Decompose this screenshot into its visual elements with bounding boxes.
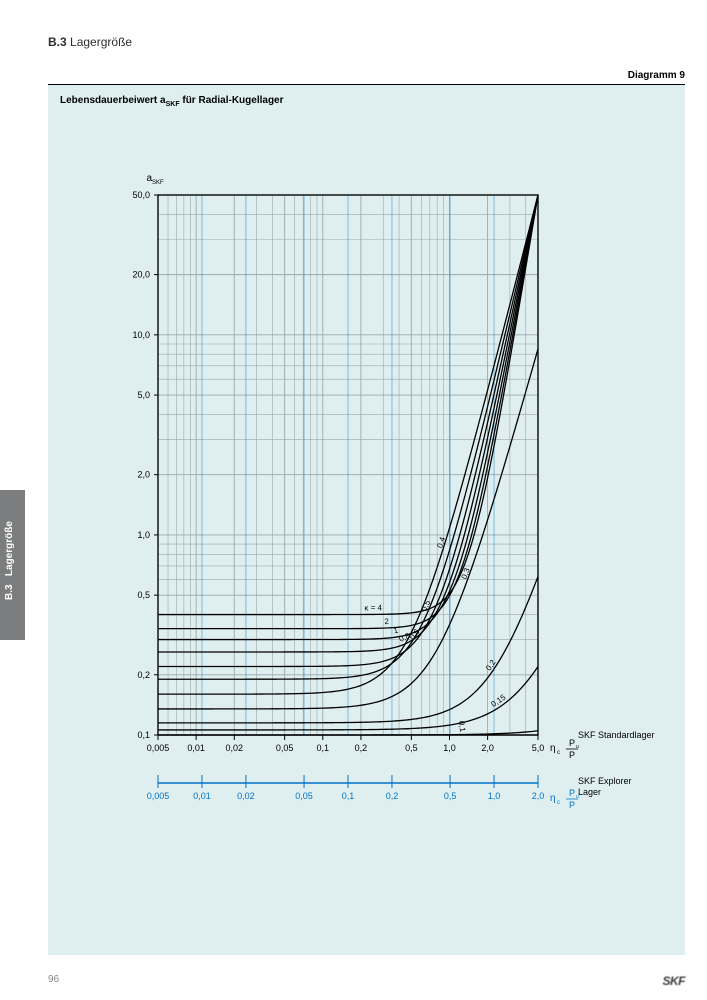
side-tab-text: B.3 Lagergröße bbox=[4, 521, 15, 600]
legend-explorer-1: SKF Explorer bbox=[578, 776, 632, 786]
curve-label: 2 bbox=[384, 617, 389, 626]
x-tick-label-black: 0,005 bbox=[147, 743, 170, 753]
x-tick-label-blue: 0,005 bbox=[147, 791, 170, 801]
curve-label: 0,2 bbox=[484, 658, 498, 673]
diagram-number: Diagramm 9 bbox=[628, 70, 685, 81]
svg-text:P: P bbox=[569, 788, 575, 798]
x-tick-label-black: 0,5 bbox=[405, 743, 418, 753]
page-number: 96 bbox=[48, 974, 59, 985]
x-tick-label-blue: 0,5 bbox=[444, 791, 457, 801]
y-tick-label: 10,0 bbox=[132, 330, 150, 340]
x-axis-eta-blue: η bbox=[550, 793, 556, 804]
x-tick-label-black: 0,05 bbox=[276, 743, 294, 753]
askf-chart: 0,10,20,51,02,05,010,020,050,0aSKF0,0050… bbox=[48, 85, 688, 955]
x-tick-label-black: 0,2 bbox=[355, 743, 368, 753]
brand-logo: SKF bbox=[663, 974, 686, 988]
x-axis-eta: η bbox=[550, 743, 556, 754]
curve-label: κ = 4 bbox=[364, 603, 382, 612]
y-tick-label: 0,2 bbox=[137, 670, 150, 680]
svg-text:P: P bbox=[569, 800, 575, 810]
x-tick-label-blue: 0,05 bbox=[295, 791, 313, 801]
x-tick-label-black: 0,1 bbox=[317, 743, 330, 753]
y-tick-label: 2,0 bbox=[137, 470, 150, 480]
curve-label: 0,15 bbox=[489, 692, 507, 708]
curve-label: 0,4 bbox=[435, 535, 447, 549]
x-axis-frac-top: P bbox=[569, 738, 575, 748]
x-tick-label-blue: 1,0 bbox=[488, 791, 501, 801]
y-tick-label: 5,0 bbox=[137, 390, 150, 400]
x-tick-label-blue: 2,0 bbox=[532, 791, 545, 801]
header-section: B.3 bbox=[48, 35, 67, 49]
x-tick-label-blue: 0,2 bbox=[386, 791, 399, 801]
x-axis-eta-sub: c bbox=[557, 750, 560, 756]
legend-explorer-2: Lager bbox=[578, 787, 601, 797]
side-tab-section: B.3 bbox=[4, 584, 15, 600]
x-tick-label-black: 0,02 bbox=[225, 743, 243, 753]
x-tick-label-black: 1,0 bbox=[443, 743, 456, 753]
x-tick-label-black: 2,0 bbox=[481, 743, 494, 753]
legend-standard: SKF Standardlager bbox=[578, 730, 655, 740]
x-tick-label-blue: 0,02 bbox=[237, 791, 255, 801]
y-tick-label: 50,0 bbox=[132, 190, 150, 200]
x-tick-label-black: 0,01 bbox=[187, 743, 205, 753]
side-tab-title: Lagergröße bbox=[4, 521, 15, 576]
x-tick-label-blue: 0,01 bbox=[193, 791, 211, 801]
page: B.3 Lagergröße Diagramm 9 B.3 Lagergröße… bbox=[0, 0, 707, 1000]
y-tick-label: 0,5 bbox=[137, 590, 150, 600]
y-axis-label-sub: SKF bbox=[152, 180, 164, 186]
x-axis-frac-bot: P bbox=[569, 750, 575, 760]
chart-panel: Lebensdauerbeiwert aSKF für Radial-Kugel… bbox=[48, 85, 685, 955]
x-tick-label-blue: 0,1 bbox=[342, 791, 355, 801]
y-tick-label: 1,0 bbox=[137, 530, 150, 540]
y-tick-label: 0,1 bbox=[137, 730, 150, 740]
x-tick-label-black: 5,0 bbox=[532, 743, 545, 753]
page-header: B.3 Lagergröße bbox=[48, 35, 132, 49]
svg-text:c: c bbox=[557, 800, 560, 806]
header-title: Lagergröße bbox=[70, 35, 132, 49]
y-tick-label: 20,0 bbox=[132, 270, 150, 280]
